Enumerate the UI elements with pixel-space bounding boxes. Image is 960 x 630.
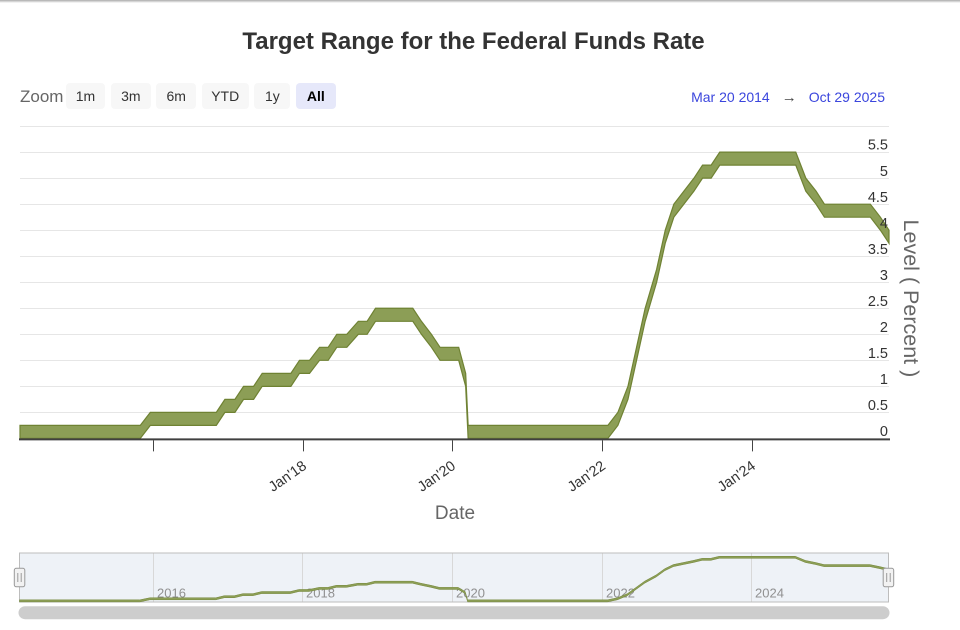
svg-text:Jan'22: Jan'22 [565,458,609,495]
svg-text:1: 1 [880,372,888,388]
svg-text:2024: 2024 [755,586,784,601]
svg-text:4: 4 [880,216,888,232]
svg-text:1.5: 1.5 [868,346,888,362]
svg-text:2020: 2020 [456,586,485,601]
svg-text:2.5: 2.5 [868,294,888,310]
svg-text:4.5: 4.5 [868,190,888,206]
svg-text:Jan'18: Jan'18 [266,458,310,495]
svg-text:Level ( Percent ): Level ( Percent ) [899,220,923,378]
svg-text:0.5: 0.5 [868,398,888,414]
svg-text:5.5: 5.5 [868,138,888,154]
svg-text:0: 0 [880,424,888,440]
svg-text:Jan'24: Jan'24 [715,458,759,495]
svg-text:Jan'20: Jan'20 [415,458,459,495]
svg-text:2022: 2022 [606,586,635,601]
svg-text:2: 2 [880,320,888,336]
svg-text:Date: Date [435,503,475,524]
svg-text:3.5: 3.5 [868,242,888,258]
svg-text:2016: 2016 [157,586,186,601]
svg-text:5: 5 [880,164,888,180]
svg-text:3: 3 [880,268,888,284]
